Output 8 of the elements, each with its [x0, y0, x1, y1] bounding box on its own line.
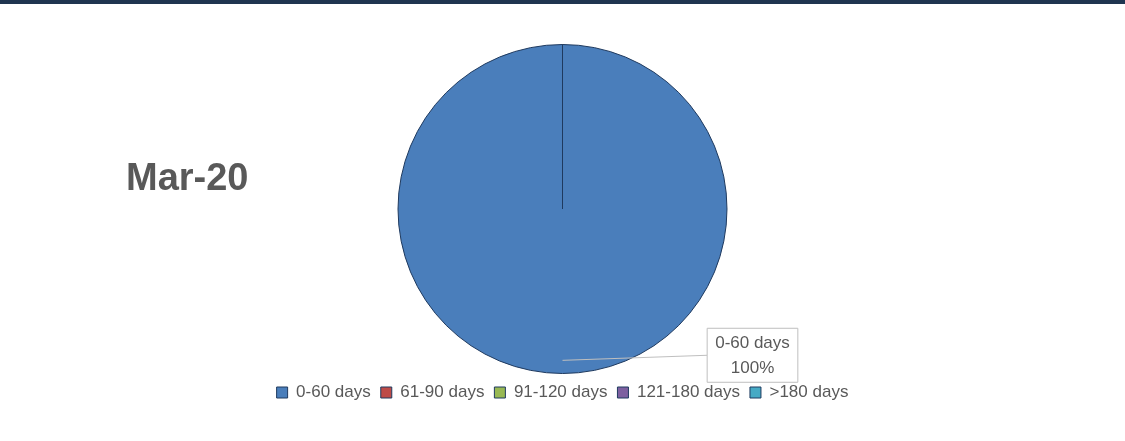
- legend-label: >180 days: [769, 382, 849, 402]
- legend-label: 0-60 days: [296, 382, 371, 402]
- slice-label: 0-60 days: [715, 332, 790, 352]
- legend-label: 61-90 days: [400, 382, 485, 402]
- legend-label: 121-180 days: [636, 382, 740, 402]
- legend-label: 91-120 days: [513, 382, 608, 402]
- text: Mar-20: [126, 156, 249, 199]
- data-label: 100%: [730, 357, 775, 377]
